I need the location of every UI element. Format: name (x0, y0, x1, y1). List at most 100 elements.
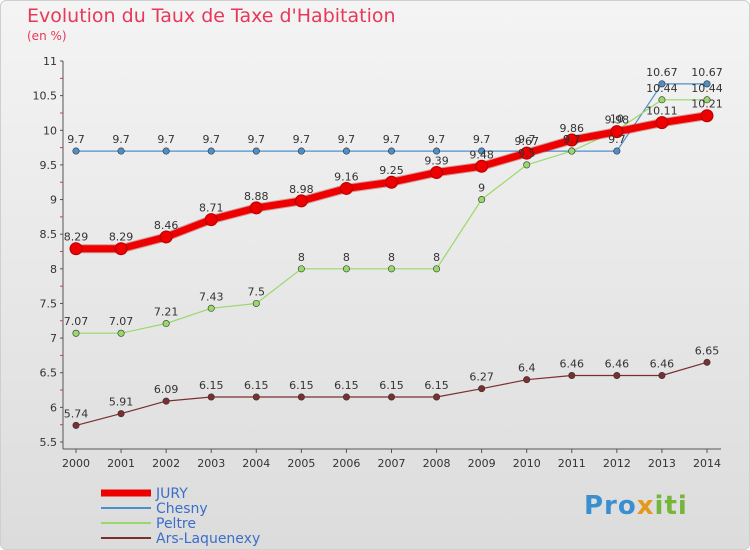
data-label: 9.7 (383, 133, 401, 146)
x-tick-label: 2009 (468, 457, 496, 470)
legend-label: Chesny (156, 501, 208, 517)
data-point (252, 393, 260, 401)
data-point (613, 147, 621, 155)
x-tick-label: 2000 (62, 457, 90, 470)
data-point (114, 242, 128, 256)
data-point (207, 147, 215, 155)
data-label: 9.7 (428, 133, 446, 146)
x-tick-label: 2006 (332, 457, 360, 470)
legend-label: JURY (155, 486, 188, 502)
data-label: 9.7 (293, 133, 311, 146)
x-tick-label: 2012 (603, 457, 631, 470)
data-label: 6.4 (518, 362, 536, 375)
data-point (613, 371, 621, 379)
data-label: 10.67 (691, 66, 723, 79)
data-label: 9.7 (112, 133, 130, 146)
data-label: 5.91 (109, 396, 134, 409)
y-tick-label: 7 (50, 332, 57, 345)
data-label: 9.67 (514, 135, 539, 148)
data-label: 6.65 (695, 344, 720, 357)
y-tick-label: 6 (50, 401, 57, 414)
data-point (387, 393, 395, 401)
data-label: 8.29 (109, 231, 134, 244)
data-label: 9.7 (67, 133, 85, 146)
data-label: 10.21 (691, 98, 723, 111)
data-point (568, 371, 576, 379)
proxiti-logo: Proxiti (584, 491, 688, 521)
data-point (703, 80, 711, 88)
y-tick-label: 10 (43, 124, 57, 137)
data-label: 9.7 (248, 133, 266, 146)
data-point (387, 265, 395, 273)
data-point (252, 299, 260, 307)
data-point (433, 147, 441, 155)
y-tick-label: 9 (50, 194, 57, 207)
data-label: 9.7 (202, 133, 220, 146)
data-point (162, 147, 170, 155)
data-label: 8.29 (64, 231, 89, 244)
y-tick-label: 7.5 (40, 297, 58, 310)
data-point (117, 410, 125, 418)
data-point (342, 265, 350, 273)
legend-label: Ars-Laquenexy (156, 531, 260, 547)
data-point (433, 265, 441, 273)
data-point (658, 80, 666, 88)
x-tick-label: 2002 (152, 457, 180, 470)
chart-title: Evolution du Taux de Taxe d'Habitation (27, 5, 396, 27)
data-label: 6.09 (154, 383, 179, 396)
data-label: 10.67 (646, 66, 678, 79)
x-tick-label: 2007 (378, 457, 406, 470)
data-point (658, 371, 666, 379)
data-point (703, 96, 711, 104)
data-point (655, 116, 669, 130)
x-tick-label: 2011 (558, 457, 586, 470)
data-point (523, 161, 531, 169)
data-point (700, 109, 714, 123)
data-point (339, 181, 353, 195)
data-label: 6.46 (560, 357, 585, 370)
y-tick-label: 10.5 (33, 90, 58, 103)
data-point (72, 147, 80, 155)
data-point (297, 147, 305, 155)
unit-label: (en %) (27, 29, 67, 43)
data-point (478, 196, 486, 204)
y-tick-label: 11 (43, 55, 57, 68)
data-point (204, 213, 218, 227)
data-label: 9.7 (473, 133, 491, 146)
data-point (159, 230, 173, 244)
x-tick-label: 2005 (287, 457, 315, 470)
data-point (387, 147, 395, 155)
data-point (568, 147, 576, 155)
data-label: 10.44 (691, 82, 723, 95)
data-point (520, 146, 534, 160)
data-label: 8.88 (244, 190, 269, 203)
data-point (478, 385, 486, 393)
data-point (430, 166, 444, 180)
data-label: 8 (388, 251, 395, 264)
data-point (610, 125, 624, 139)
y-tick-label: 8 (50, 263, 57, 276)
data-label: 8 (433, 251, 440, 264)
data-point (523, 376, 531, 384)
data-point (342, 393, 350, 401)
x-tick-label: 2001 (107, 457, 135, 470)
data-point (207, 393, 215, 401)
data-point (252, 147, 260, 155)
data-label: 10.11 (646, 105, 678, 118)
y-tick-label: 9.5 (40, 159, 58, 172)
data-point (433, 393, 441, 401)
data-point (249, 201, 263, 215)
data-point (703, 358, 711, 366)
data-label: 10 (610, 112, 624, 125)
data-label: 9.7 (518, 133, 536, 146)
data-point (72, 329, 80, 337)
data-point (385, 175, 398, 189)
data-label: 9.7 (563, 133, 581, 146)
x-tick-label: 2004 (242, 457, 270, 470)
data-label: 6.15 (244, 379, 269, 392)
data-label: 8 (343, 251, 350, 264)
data-label: 9.7 (338, 133, 356, 146)
data-point (117, 147, 125, 155)
data-label: 6.15 (199, 379, 224, 392)
